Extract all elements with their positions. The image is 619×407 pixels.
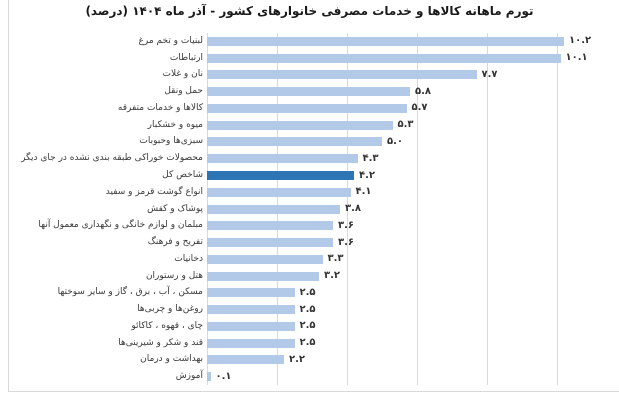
bar-value: ۵.۳ (397, 119, 414, 131)
bar (207, 87, 410, 97)
card-border-left (8, 0, 9, 391)
bar-value: ۲.۵ (299, 286, 316, 298)
bar-value: ۵.۷ (411, 102, 428, 114)
bar (207, 154, 358, 164)
category-label: سبزی‌ها وحبوبات (139, 136, 203, 147)
bar (207, 221, 333, 231)
bar-chart: لبنیات و تخم مرغ ۱۰.۲ ارتباطات ۱۰.۱ نان و غل… (10, 33, 616, 386)
bar-value: ۳.۳ (327, 253, 344, 265)
bar (207, 372, 211, 382)
bar-value: ۵.۰ (387, 135, 404, 147)
category-label: تفریح و فرهنگ (147, 237, 203, 248)
bar-row: شاخص کل ۴.۲ (10, 167, 616, 184)
category-label: مبلمان و لوازم خانگی و نگهداری معمول آنه… (38, 220, 203, 231)
category-label: بهداشت و درمان (140, 354, 203, 365)
bar-row: محصولات خوراکی طبقه بندی نشده در جای دیگ… (10, 150, 616, 167)
bar-row: چای ، قهوه ، کاکائو ۲.۵ (10, 318, 616, 335)
bar (207, 120, 393, 130)
category-label: دخانیات (174, 253, 203, 264)
bar-value: ۱۰.۲ (569, 35, 592, 47)
card-border-bottom (8, 391, 619, 392)
category-label: میوه و خشکبار (147, 119, 203, 130)
category-label: حمل ونقل (164, 86, 203, 97)
bar (207, 70, 477, 80)
bar-row: آموزش ۰.۱ (10, 368, 616, 385)
bar-value: ۴.۳ (362, 152, 379, 164)
category-label: نان و غلات (162, 69, 203, 80)
x-gridline (417, 33, 418, 385)
bar-row: انواع گوشت قرمز و سفید ۴.۱ (10, 184, 616, 201)
bar (207, 321, 295, 331)
bar-value: ۰.۱ (215, 370, 232, 382)
bar (207, 187, 351, 197)
category-label: ارتباطات (169, 52, 203, 63)
bar-value: ۲.۵ (299, 337, 316, 349)
x-gridline (557, 33, 558, 385)
bar-row: دخانیات ۳.۳ (10, 251, 616, 268)
bar (207, 338, 295, 348)
category-label: شاخص کل (162, 170, 203, 180)
bar (207, 204, 340, 214)
bar-value: ۵.۸ (415, 85, 432, 97)
bar-value: ۳.۸ (345, 203, 362, 215)
bar (207, 137, 382, 147)
bar (207, 254, 323, 264)
bar (207, 103, 407, 113)
bar-value: ۴.۲ (359, 169, 376, 181)
bar (207, 238, 333, 248)
bar-row: مبلمان و لوازم خانگی و نگهداری معمول آنه… (10, 217, 616, 234)
highlight-bar (207, 171, 354, 180)
chart-title: تورم ماهانه کالاها و خدمات مصرفی خانواره… (85, 4, 534, 18)
bar-row: حمل ونقل ۵.۸ (10, 83, 616, 100)
bar (207, 355, 284, 365)
category-label: لبنیات و تخم مرغ (138, 35, 204, 46)
x-gridline (347, 33, 348, 385)
bar-value: ۱۰.۱ (565, 52, 588, 64)
bar-rows: لبنیات و تخم مرغ ۱۰.۲ ارتباطات ۱۰.۱ نان و غل… (10, 33, 616, 385)
category-label: چای ، قهوه ، کاکائو (131, 320, 203, 331)
bar-row: قند و شکر و شیرینی‌ها ۲.۵ (10, 335, 616, 352)
bar-value: ۲.۲ (289, 353, 306, 365)
bar-row: نان و غلات ۷.۷ (10, 67, 616, 84)
bar-value: ۳.۶ (338, 219, 355, 231)
bar-value: ۳.۲ (324, 270, 341, 282)
category-label: قند و شکر و شیرینی‌ها (118, 337, 203, 348)
bar (207, 305, 295, 315)
bar-row: میوه و خشکبار ۵.۳ (10, 117, 616, 134)
bar (207, 288, 295, 298)
bar-row: مسکن ، آب ، برق ، گاز و سایر سوختها ۲.۵ (10, 284, 616, 301)
bar-row: تفریح و فرهنگ ۳.۶ (10, 234, 616, 251)
bar-value: ۷.۷ (481, 68, 498, 80)
bar-value: ۲.۵ (299, 320, 316, 332)
bar-row: هتل و رستوران ۳.۲ (10, 268, 616, 285)
category-label: محصولات خوراکی طبقه بندی نشده در جای دیگ… (21, 153, 203, 164)
bar-row: سبزی‌ها وحبوبات ۵.۰ (10, 134, 616, 151)
x-gridline (487, 33, 488, 385)
category-label: هتل و رستوران (145, 270, 203, 281)
bar-value: ۳.۶ (338, 236, 355, 248)
bar-row: بهداشت و درمان ۲.۲ (10, 352, 616, 369)
bar (207, 36, 564, 46)
bar-row: روغن‌ها و چربی‌ها ۲.۵ (10, 301, 616, 318)
category-label: انواع گوشت قرمز و سفید (105, 186, 203, 197)
category-label: کالاها و خدمات متفرقه (117, 102, 203, 113)
category-label: روغن‌ها و چربی‌ها (137, 304, 203, 315)
bar-row: پوشاک و کفش ۳.۸ (10, 201, 616, 218)
bar-row: ارتباطات ۱۰.۱ (10, 50, 616, 67)
category-label: مسکن ، آب ، برق ، گاز و سایر سوختها (57, 287, 203, 298)
bar-row: لبنیات و تخم مرغ ۱۰.۲ (10, 33, 616, 50)
bar (207, 53, 561, 63)
bar-row: کالاها و خدمات متفرقه ۵.۷ (10, 100, 616, 117)
bar-value: ۴.۱ (355, 186, 372, 198)
bar-value: ۲.۵ (299, 303, 316, 315)
bar (207, 271, 319, 281)
category-label: پوشاک و کفش (147, 203, 203, 214)
category-label: آموزش (175, 371, 203, 382)
